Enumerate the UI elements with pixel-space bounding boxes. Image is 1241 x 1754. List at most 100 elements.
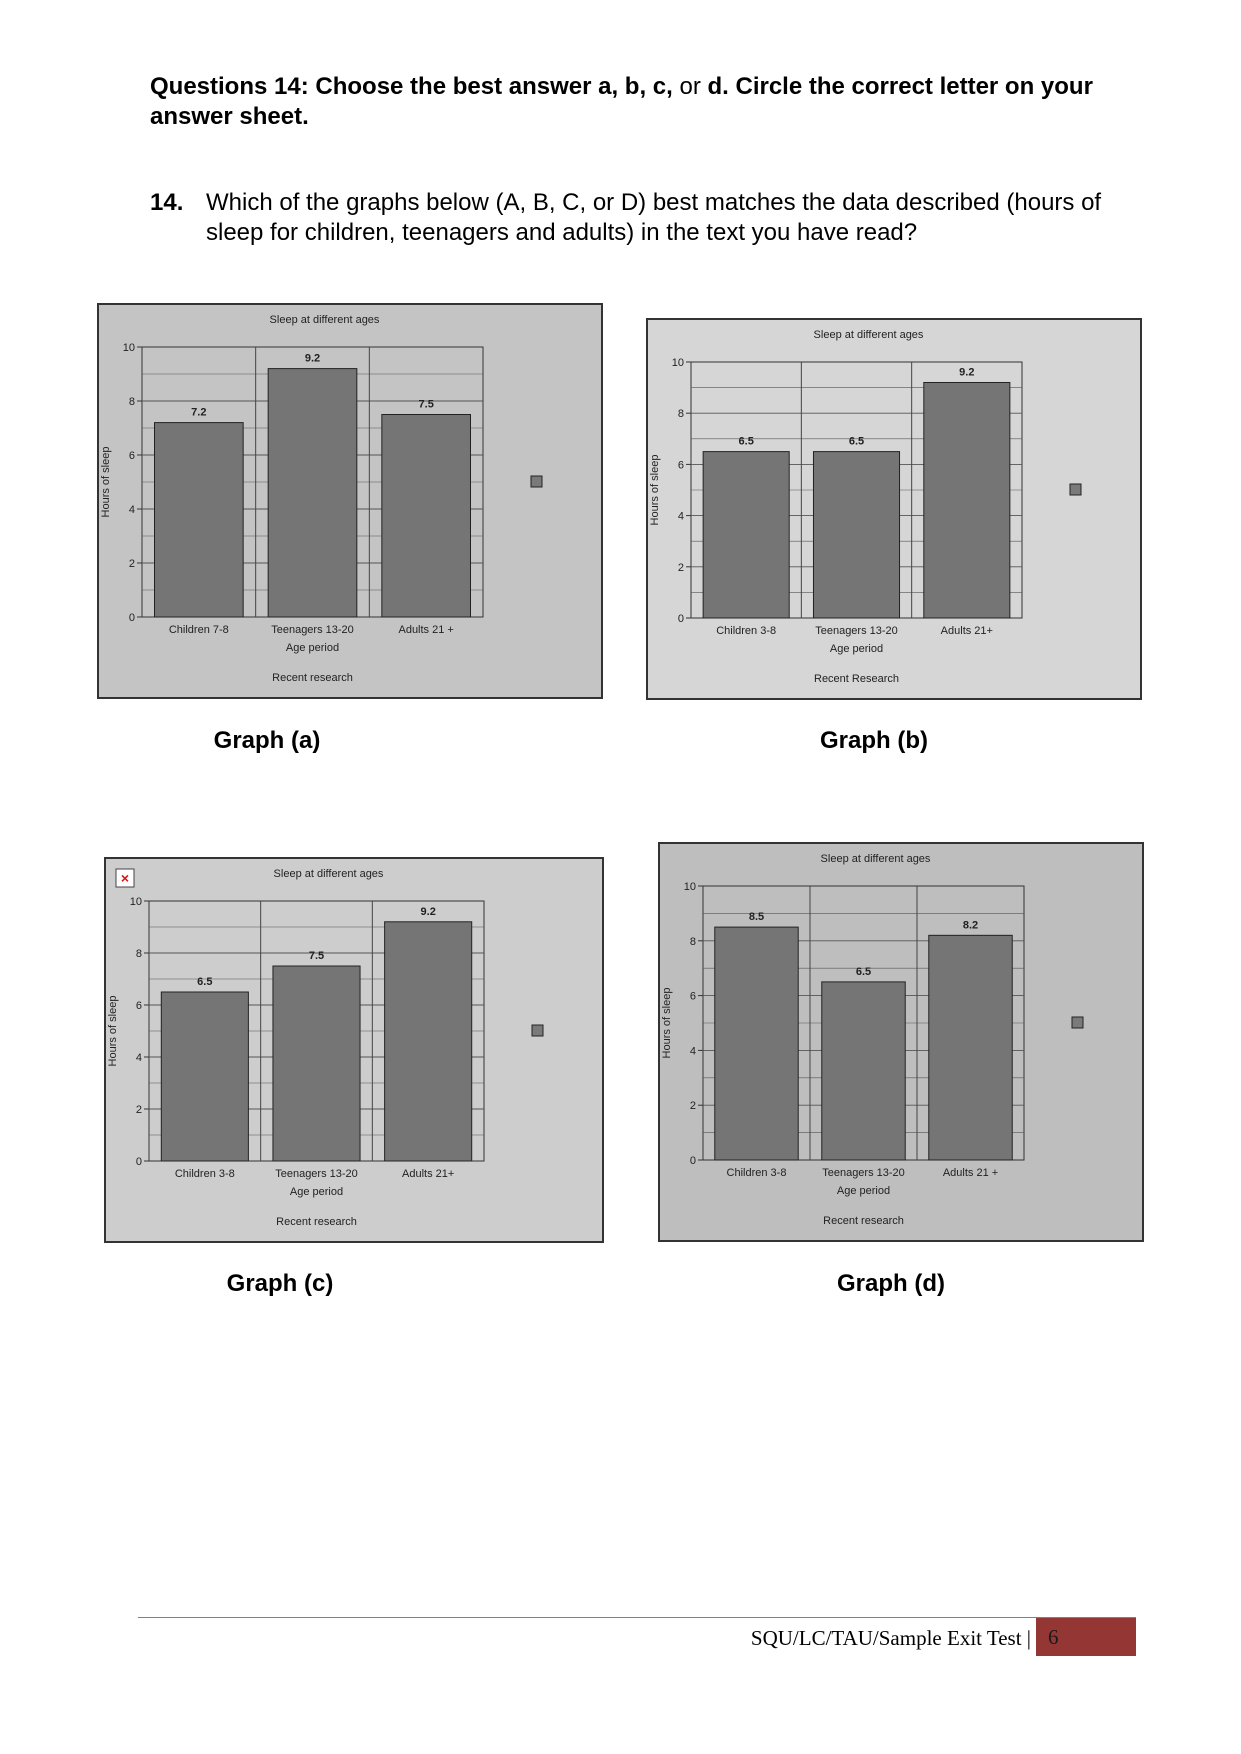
graph-a-x-tick-label: Children 7-8 xyxy=(169,624,229,636)
graph-b-data-label: 6.5 xyxy=(849,436,864,448)
graph-b-bar xyxy=(702,451,790,619)
graph-c-y-axis-label: Hours of sleep xyxy=(107,996,119,1067)
graph-a-y-tick-label: 6 xyxy=(129,450,135,462)
graph-d-x-tick-label: Teenagers 13-20 xyxy=(822,1167,905,1179)
graph-d-x-tick-label: Adults 21 + xyxy=(943,1167,998,1179)
graph-d-bar xyxy=(714,926,799,1161)
graph-d-y-tick-label: 0 xyxy=(690,1155,696,1167)
graph-d-data-label: 8.5 xyxy=(749,911,764,923)
instructions-bold-1: Questions 14: Choose the best answer a, … xyxy=(150,73,673,100)
graph-d-legend-marker xyxy=(1071,1016,1084,1029)
graph-b-x-tick-label: Children 3-8 xyxy=(716,625,776,637)
graph-b-y-tick-label: 10 xyxy=(672,357,684,369)
graph-c-data-label: 7.5 xyxy=(309,950,324,962)
footer-text: SQU/LC/TAU/Sample Exit Test | xyxy=(750,1626,1031,1650)
graph-a-data-label: 9.2 xyxy=(305,353,320,365)
instructions-or: or xyxy=(672,73,708,100)
graph-c-x-tick-label: Teenagers 13-20 xyxy=(275,1168,358,1180)
graph-a-data-label: 7.5 xyxy=(419,399,434,411)
graph-c-svg: 0 2 4 6 8 10 6.5 Children 3-8 7.5 Teenagers 13-20… xyxy=(104,857,604,1243)
graph-c-y-tick-label: 6 xyxy=(136,1000,142,1012)
graph-d-chart: 0 2 4 6 8 10 8.5 Children 3-8 6.5 Teenagers 13-20… xyxy=(658,842,1144,1242)
graph-a-y-tick-label: 10 xyxy=(123,342,135,354)
graph-d-y-tick-label: 2 xyxy=(690,1100,696,1112)
graph-b-data-label: 6.5 xyxy=(739,436,754,448)
graph-a-x-tick-label: Adults 21 + xyxy=(398,624,453,636)
graph-d-y-axis-label: Hours of sleep xyxy=(661,988,673,1059)
graph-b-chart: 0 2 4 6 8 10 6.5 Children 3-8 6.5 Teenagers 13-20… xyxy=(646,318,1142,700)
graph-d-x-axis-label: Age period xyxy=(837,1185,890,1197)
graph-d-bar xyxy=(928,934,1013,1161)
graph-b-title: Sleep at different ages xyxy=(814,329,924,341)
graph-b-y-tick-label: 0 xyxy=(678,613,684,625)
graph-c-x-tick-label: Children 3-8 xyxy=(175,1168,235,1180)
graph-c-y-tick-label: 8 xyxy=(136,948,142,960)
graph-c-y-tick-label: 2 xyxy=(136,1104,142,1116)
graph-b-data-label: 9.2 xyxy=(959,366,974,378)
graph-b-y-tick-label: 4 xyxy=(678,511,684,523)
graph-b-footnote: Recent Research xyxy=(814,673,899,685)
graph-d-svg: 0 2 4 6 8 10 8.5 Children 3-8 6.5 Teenagers 13-20… xyxy=(658,842,1144,1242)
graph-a-y-tick-label: 4 xyxy=(129,504,135,516)
graph-b-x-axis-label: Age period xyxy=(830,643,883,655)
graph-a-bar xyxy=(154,422,244,618)
graph-a-bar xyxy=(267,368,358,618)
graph-d-x-tick-label: Children 3-8 xyxy=(727,1167,787,1179)
graph-d-title: Sleep at different ages xyxy=(821,853,931,865)
graph-c-chart: 0 2 4 6 8 10 6.5 Children 3-8 7.5 Teenagers 13-20… xyxy=(104,857,604,1243)
graph-d-y-tick-label: 4 xyxy=(690,1045,696,1057)
graph-c-caption: Graph (c) xyxy=(226,1270,334,1297)
graph-b-svg: 0 2 4 6 8 10 6.5 Children 3-8 6.5 Teenagers 13-20… xyxy=(646,318,1142,700)
graph-a-svg: 0 2 4 6 8 10 7.2 Children 7-8 9.2 Teenagers 13-20… xyxy=(97,303,603,699)
graph-c-title: Sleep at different ages xyxy=(274,868,384,880)
graph-c-x-axis-label: Age period xyxy=(290,1186,343,1198)
graph-d-y-tick-label: 6 xyxy=(690,991,696,1003)
graph-b-caption: Graph (b) xyxy=(820,727,928,754)
graph-b-bar xyxy=(923,381,1011,619)
graph-b-x-tick-label: Adults 21+ xyxy=(941,625,993,637)
question-text: Which of the graphs below (A, B, C, or D… xyxy=(206,189,1102,246)
graph-b-y-tick-label: 2 xyxy=(678,562,684,574)
graph-c-legend-marker xyxy=(531,1024,544,1037)
graph-c-footnote: Recent research xyxy=(276,1216,357,1228)
footer-page-number: 6 xyxy=(1036,1618,1136,1656)
graph-c-y-tick-label: 0 xyxy=(136,1156,142,1168)
graph-c-bar xyxy=(272,965,361,1162)
footer-rule xyxy=(138,1617,1136,1618)
graph-a-x-axis-label: Age period xyxy=(286,642,339,654)
instructions-bold-2: d. Circle the correct letter on your ans… xyxy=(150,73,1093,130)
graph-c-broken-image-icon xyxy=(115,868,135,888)
graph-a-chart: 0 2 4 6 8 10 7.2 Children 7-8 9.2 Teenagers 13-20… xyxy=(97,303,603,699)
graph-d-data-label: 6.5 xyxy=(856,966,871,978)
graph-b-y-tick-label: 8 xyxy=(678,408,684,420)
graph-d-bar xyxy=(821,981,906,1161)
instructions: Questions 14: Choose the best answer a, … xyxy=(150,72,1110,132)
graph-a-legend-marker xyxy=(530,475,543,488)
graph-c-broken-image-x-icon: × xyxy=(121,870,129,886)
graph-d-y-tick-label: 10 xyxy=(684,881,696,893)
graph-b-y-axis-label: Hours of sleep xyxy=(649,455,661,526)
graph-d-footnote: Recent research xyxy=(823,1215,904,1227)
graph-a-x-tick-label: Teenagers 13-20 xyxy=(271,624,354,636)
graph-d-data-label: 8.2 xyxy=(963,919,978,931)
graph-c-data-label: 9.2 xyxy=(421,906,436,918)
graph-c-x-tick-label: Adults 21+ xyxy=(402,1168,454,1180)
graph-b-legend-marker xyxy=(1069,483,1082,496)
graph-c-data-label: 6.5 xyxy=(197,976,212,988)
graph-a-y-tick-label: 2 xyxy=(129,558,135,570)
graph-a-y-axis-label: Hours of sleep xyxy=(100,447,112,518)
graph-a-title: Sleep at different ages xyxy=(270,314,380,326)
graph-a-footnote: Recent research xyxy=(272,672,353,684)
graph-a-y-tick-label: 8 xyxy=(129,396,135,408)
graph-b-x-tick-label: Teenagers 13-20 xyxy=(815,625,898,637)
graph-d-y-tick-label: 8 xyxy=(690,936,696,948)
graph-a-bar xyxy=(381,414,471,618)
graph-c-y-tick-label: 4 xyxy=(136,1052,142,1064)
graph-d-caption: Graph (d) xyxy=(837,1270,945,1297)
graph-a-caption: Graph (a) xyxy=(213,727,321,754)
graph-c-bar xyxy=(384,921,473,1162)
question-number: 14. xyxy=(150,189,184,216)
graph-a-y-tick-label: 0 xyxy=(129,612,135,624)
graph-c-bar xyxy=(160,991,249,1162)
graph-c-y-tick-label: 10 xyxy=(130,896,142,908)
